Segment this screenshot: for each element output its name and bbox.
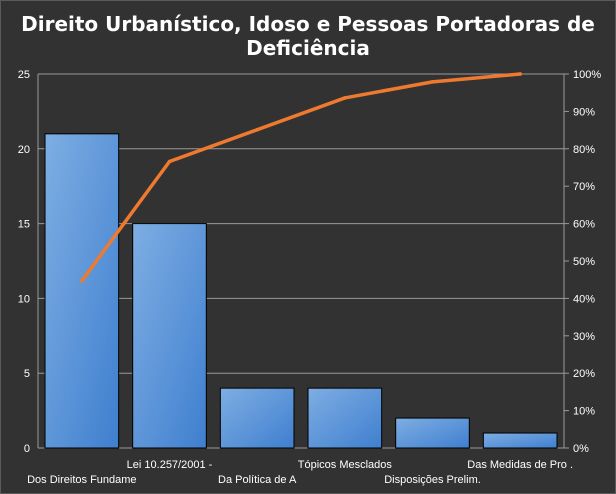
right-axis-tick-label: 40% — [573, 293, 595, 305]
bar-series — [44, 133, 558, 449]
left-axis-tick-labels: 0 5 10 15 20 25 — [18, 69, 30, 455]
cumulative-line-series — [80, 72, 522, 283]
category-label: Da Política de A — [218, 474, 297, 486]
cumulative-point — [430, 80, 435, 84]
cumulative-point — [167, 159, 172, 164]
left-axis-tick-label: 15 — [18, 219, 30, 231]
axis-lines — [37, 73, 569, 449]
cumulative-point — [255, 127, 259, 132]
right-axis-tick-labels: 0% 10% 20% 30% 40% 50% 60% 70% 80% 90% 100% — [573, 69, 601, 455]
left-axis-tick-label: 10 — [18, 293, 30, 305]
left-axis-tick-label: 0 — [24, 443, 30, 455]
right-axis-tick-label: 80% — [573, 144, 595, 156]
right-axis-tick-label: 10% — [573, 406, 595, 418]
chart-title-line-2: Deficiência — [246, 36, 370, 60]
cumulative-point — [343, 96, 347, 100]
category-label: Dos Direitos Fundame — [27, 474, 136, 486]
left-axis-tick-label: 25 — [18, 69, 30, 81]
cumulative-point — [518, 72, 522, 76]
right-axis-tick-label: 20% — [573, 368, 595, 380]
bar — [44, 133, 120, 449]
right-axis-tick-label: 90% — [573, 106, 595, 118]
cumulative-line — [80, 72, 522, 283]
bar — [307, 387, 383, 449]
category-label: Lei 10.257/2001 - — [127, 459, 213, 471]
right-axis-tick-label: 0% — [573, 443, 589, 455]
category-label: Das Medidas de Pro . — [467, 459, 573, 471]
chart-title-line-1: Direito Urbanístico, Idoso e Pessoas Por… — [21, 12, 595, 36]
bar — [482, 432, 558, 449]
right-axis-tick-label: 30% — [573, 331, 595, 343]
right-axis-tick-label: 60% — [573, 219, 595, 231]
category-label: Tópicos Mesclados — [298, 459, 393, 471]
cumulative-point — [80, 279, 84, 283]
right-axis-tick-label: 50% — [573, 256, 595, 268]
bar — [219, 387, 295, 449]
category-label: Disposições Prelim. — [384, 474, 481, 486]
right-axis-tick-label: 70% — [573, 181, 595, 193]
bar — [395, 417, 470, 449]
right-axis-tick-label: 100% — [573, 69, 601, 81]
left-axis-tick-label: 5 — [24, 368, 30, 380]
category-axis-labels: Dos Direitos Fundame Lei 10.257/2001 - Da … — [27, 459, 573, 486]
left-axis-tick-label: 20 — [18, 144, 30, 156]
bar — [132, 223, 207, 449]
